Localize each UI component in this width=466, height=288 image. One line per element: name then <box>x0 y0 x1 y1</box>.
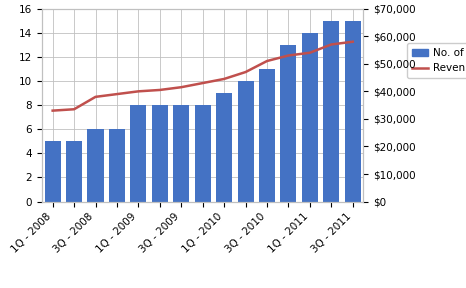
Bar <box>281 45 296 202</box>
Bar <box>173 105 189 202</box>
Bar <box>323 21 339 202</box>
Bar <box>152 105 168 202</box>
Legend: No. of Employees, Revenues: No. of Employees, Revenues <box>407 43 466 78</box>
Bar <box>130 105 146 202</box>
Bar <box>259 69 275 202</box>
Bar <box>345 21 361 202</box>
Bar <box>302 33 318 202</box>
Bar <box>45 141 61 202</box>
Bar <box>216 93 232 202</box>
Bar <box>195 105 211 202</box>
Bar <box>66 141 82 202</box>
Bar <box>238 81 254 202</box>
Bar <box>109 129 125 202</box>
Bar <box>88 129 103 202</box>
